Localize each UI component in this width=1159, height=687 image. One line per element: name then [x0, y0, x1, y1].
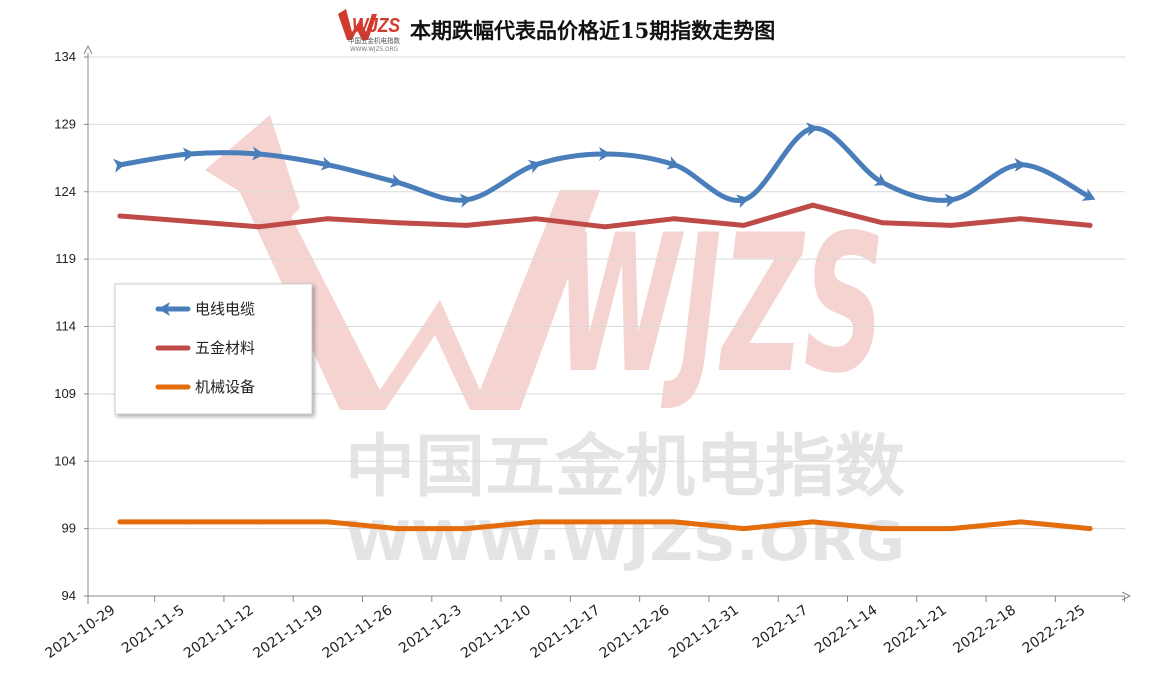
- logo-arrow-icon: [338, 9, 377, 40]
- data-point-1-6: [533, 216, 539, 222]
- x-tick-label-2021-12-10: 2021-12-10: [458, 602, 534, 662]
- series-五金材料: [117, 202, 1093, 230]
- x-tick-label-2022-2-18: 2022-2-18: [950, 602, 1019, 657]
- data-point-0-8: [666, 156, 680, 170]
- data-point-2-14: [1087, 526, 1093, 532]
- data-point-2-6: [533, 519, 539, 525]
- x-tick-label-2021-11-26: 2021-11-26: [320, 602, 396, 662]
- data-point-1-11: [879, 220, 885, 226]
- data-point-1-3: [325, 216, 331, 222]
- x-tick-label-2021-11-19: 2021-11-19: [250, 602, 326, 662]
- data-point-0-4: [389, 174, 403, 188]
- legend-item-机械设备: 机械设备: [155, 378, 255, 396]
- data-point-1-2: [256, 224, 262, 230]
- x-axis-ticks: 2021-10-29 2021-11-52021-11-122021-11-192…: [42, 596, 1126, 662]
- data-point-1-0: [117, 213, 123, 219]
- watermark-logo-text: WJZS: [555, 194, 885, 415]
- data-point-1-12: [948, 222, 954, 228]
- data-point-2-2: [256, 519, 262, 525]
- data-point-0-13: [1014, 157, 1027, 172]
- data-point-2-10: [810, 519, 816, 525]
- data-point-1-14: [1087, 222, 1093, 228]
- data-point-0-3: [320, 156, 334, 171]
- chart-header: WJZS 中国五金机电指数 WWW.WJZS.ORG 本期跌幅代表品价格近15期…: [338, 9, 775, 53]
- data-point-1-5: [463, 222, 469, 228]
- data-point-0-7: [599, 147, 611, 161]
- data-point-1-10: [810, 202, 816, 208]
- watermark-line1: 中国五金机电指数: [345, 428, 905, 507]
- x-tick-label-2021-12-3: 2021-12-3: [396, 602, 465, 657]
- watermark: WJZS 中国五金机电指数 WWW.WJZS.ORG: [205, 115, 905, 573]
- x-tick-label-2021-12-31: 2021-12-31: [666, 602, 742, 662]
- data-point-0-0: [112, 158, 126, 173]
- legend-label-电线电缆: 电线电缆: [195, 300, 255, 318]
- x-tick-label-2022-1-7: 2022-1-7: [750, 602, 811, 652]
- data-point-0-10: [806, 122, 819, 137]
- data-point-0-1: [182, 147, 196, 162]
- logo-url: WWW.WJZS.ORG: [350, 46, 398, 53]
- y-tick-label-114: 114: [55, 319, 76, 334]
- legend-label-五金材料: 五金材料: [195, 339, 255, 357]
- x-tick-label-2021-10-29: 2021-10-29: [42, 602, 118, 662]
- data-point-2-5: [463, 526, 469, 532]
- y-tick-label-99: 99: [62, 521, 76, 536]
- data-point-1-7: [602, 224, 608, 230]
- x-tick-label-2022-1-14: 2022-1-14: [812, 602, 881, 657]
- data-point-2-1: [186, 519, 192, 525]
- series-电线电缆: [112, 122, 1096, 209]
- data-point-2-11: [879, 526, 885, 532]
- data-point-1-9: [741, 222, 747, 228]
- y-tick-label-109: 109: [54, 386, 76, 401]
- y-tick-label-134: 134: [54, 49, 76, 64]
- data-point-2-7: [602, 519, 608, 525]
- y-tick-label-104: 104: [54, 453, 76, 468]
- data-point-0-12: [944, 193, 958, 208]
- x-tick-label-2022-1-21: 2022-1-21: [881, 602, 950, 657]
- x-tick-label-2021-11-5: 2021-11-5: [119, 602, 188, 657]
- legend-item-五金材料: 五金材料: [155, 339, 255, 357]
- data-point-1-4: [394, 220, 400, 226]
- y-tick-label-119: 119: [55, 251, 76, 266]
- data-point-2-13: [1018, 519, 1024, 525]
- data-point-2-3: [325, 519, 331, 525]
- y-tick-label-124: 124: [54, 184, 76, 199]
- y-tick-label-129: 129: [54, 116, 76, 131]
- data-point-2-12: [948, 526, 954, 532]
- legend-item-电线电缆: 电线电缆: [155, 300, 255, 318]
- series-line-电线电缆: [117, 125, 1093, 203]
- logo-text: WJZS: [352, 15, 401, 37]
- series-layer: [112, 122, 1096, 532]
- y-axis-ticks: 94 99 104 109 114 119 124 129 134: [54, 49, 88, 603]
- data-point-0-6: [527, 160, 542, 174]
- data-point-2-8: [671, 519, 677, 525]
- chart-title: 本期跌幅代表品价格近15期指数走势图: [410, 18, 775, 43]
- data-point-1-8: [671, 216, 677, 222]
- data-point-0-5: [459, 193, 473, 208]
- x-tick-label-2022-2-25: 2022-2-25: [1020, 602, 1089, 657]
- data-point-2-0: [117, 519, 123, 525]
- x-tick-label-2021-12-17: 2021-12-17: [527, 602, 603, 662]
- data-point-1-13: [1018, 216, 1024, 222]
- data-point-0-2: [252, 146, 265, 161]
- data-point-2-9: [741, 526, 747, 532]
- legend-arrow-icon: [158, 302, 170, 316]
- logo: WJZS 中国五金机电指数 WWW.WJZS.ORG: [338, 9, 401, 53]
- data-point-2-4: [394, 526, 400, 532]
- legend-box: [114, 283, 313, 415]
- series-机械设备: [117, 519, 1093, 532]
- x-tick-label-2021-12-26: 2021-12-26: [597, 602, 673, 662]
- watermark-logo-swoosh: [232, 160, 600, 410]
- data-point-1-1: [186, 218, 192, 224]
- logo-subtitle: 中国五金机电指数: [348, 36, 400, 45]
- data-point-0-14: [1081, 188, 1096, 201]
- x-tick-label-2021-11-12: 2021-11-12: [181, 602, 257, 662]
- data-point-0-11: [873, 173, 888, 186]
- data-point-0-9: [736, 194, 750, 209]
- y-axis-arrow: [83, 44, 93, 55]
- y-tick-label-94: 94: [62, 588, 76, 603]
- legend-label-机械设备: 机械设备: [195, 378, 255, 396]
